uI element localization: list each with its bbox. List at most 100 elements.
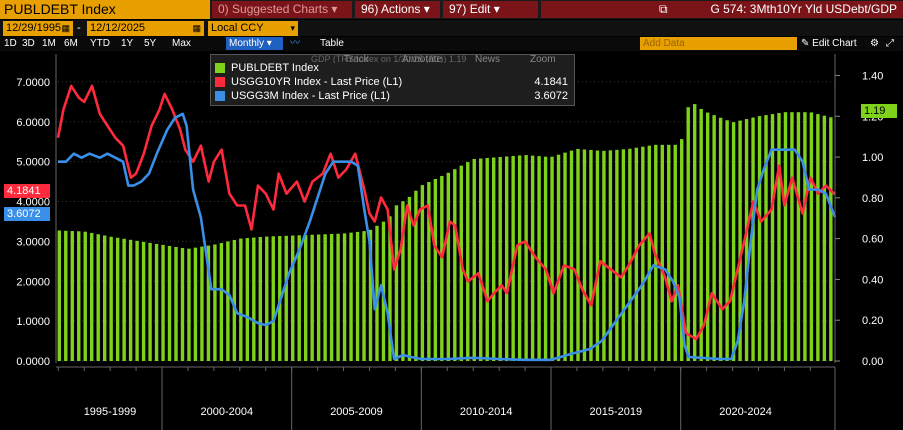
ticker-field[interactable]: PUBLDEBT Index — [0, 0, 210, 19]
debt-bar — [316, 234, 321, 361]
debt-bar — [329, 234, 334, 361]
period-1m[interactable]: 1M — [42, 38, 56, 49]
debt-bar — [239, 238, 243, 361]
tool-news[interactable]: News — [475, 54, 501, 65]
debt-bar — [777, 113, 781, 361]
tool-zoom[interactable]: Zoom — [530, 54, 556, 65]
debt-bar — [219, 242, 224, 361]
x-group-label: 2000-2004 — [201, 406, 254, 418]
debt-bar — [109, 236, 113, 361]
period-1d[interactable]: 1D — [4, 38, 17, 49]
chevron-down-icon: ▾ — [423, 2, 430, 16]
debt-bar — [731, 122, 736, 361]
debt-bar — [291, 235, 295, 361]
tool-annotate[interactable]: Annotate — [402, 54, 443, 65]
calendar-icon[interactable]: ▦ — [61, 23, 70, 33]
debt-bar — [258, 237, 262, 361]
debt-bar — [349, 232, 353, 361]
debt-bar — [647, 145, 652, 361]
debt-bar — [537, 156, 541, 361]
x-axis: 1995-1999 2000-2004 2005-2009 2010-2014 2015… — [56, 366, 836, 430]
calendar-icon[interactable]: ▦ — [192, 23, 201, 33]
left-tick-label: 3.0000 — [16, 236, 50, 248]
period-1y[interactable]: 1Y — [121, 38, 134, 49]
debt-bar — [718, 117, 723, 361]
chart-plot[interactable]: 0.0000 1.0000 2.0000 3.0000 4.0000 5.0000 6.00… — [0, 52, 903, 430]
debt-bar — [641, 146, 645, 361]
debt-bar — [427, 182, 431, 361]
debt-bar — [479, 158, 483, 361]
debt-bar — [174, 246, 178, 361]
left-tick-label: 7.0000 — [16, 77, 50, 89]
legend-name: USGG10YR Index - Last Price (L1) — [231, 76, 403, 88]
period-max[interactable]: Max — [172, 38, 191, 49]
debt-bar — [667, 144, 671, 361]
debt-bar — [783, 112, 788, 362]
chart-type-icon[interactable]: 〰 — [290, 38, 300, 49]
edit-chart-button[interactable]: ✎ Edit Chart — [801, 37, 857, 51]
debt-bar — [725, 120, 729, 361]
left-tick-label: 0.0000 — [16, 356, 50, 368]
suggested-key: 0) — [218, 2, 229, 16]
period-6m[interactable]: 6M — [64, 38, 78, 49]
suggested-charts-button[interactable]: 0) Suggested Charts ▾ — [212, 1, 352, 18]
start-date-field[interactable]: 12/29/1995 ▦ — [3, 21, 73, 36]
expand-icon[interactable]: ⤢ — [886, 38, 894, 49]
debt-bar — [628, 148, 632, 361]
debt-bar — [492, 157, 496, 361]
period-ytd[interactable]: YTD — [90, 38, 110, 49]
x-group-label: 2005-2009 — [330, 406, 383, 418]
debt-bar — [336, 233, 340, 361]
left-red-tag: 4.1841 — [4, 184, 50, 198]
debt-bar — [245, 238, 250, 361]
debt-bar — [680, 139, 684, 361]
chevron-down-icon: ▾ — [493, 2, 500, 16]
end-date-field[interactable]: 12/12/2025 ▦ — [87, 21, 204, 36]
legend-item-debt[interactable]: PUBLDEBT Index — [215, 61, 570, 75]
yield-3m-line — [58, 112, 837, 362]
debt-bar — [517, 155, 522, 361]
legend-item-10yr[interactable]: USGG10YR Index - Last Price (L1) 4.1841 — [215, 75, 570, 89]
debt-bars — [57, 104, 833, 362]
debt-bar — [342, 233, 347, 361]
left-tick-label: 1.0000 — [16, 316, 50, 328]
debt-bar — [310, 234, 314, 361]
popout-icon[interactable]: ⧉ — [659, 2, 668, 16]
currency-select[interactable]: Local CCY ▾ — [208, 21, 298, 36]
add-data-input[interactable]: Add Data — [640, 37, 797, 50]
chart-title: G 574: 3Mth10Yr Yld USDebt/GDP — [710, 2, 897, 16]
debt-bar — [64, 230, 68, 361]
debt-bar — [232, 239, 237, 361]
tool-track[interactable]: Track — [344, 54, 369, 65]
right-tick-label: 0.40 — [862, 274, 883, 286]
debt-bar — [692, 104, 697, 361]
right-tick-label: 0.80 — [862, 193, 883, 205]
right-tick-label: 0.60 — [862, 234, 883, 246]
chevron-down-icon: ▾ — [290, 23, 295, 33]
actions-menu-button[interactable]: 96) Actions ▾ — [355, 1, 440, 18]
debt-bar — [128, 239, 133, 361]
debt-bar — [744, 119, 749, 362]
table-button[interactable]: Table — [320, 38, 344, 49]
debt-bar — [446, 172, 451, 361]
right-tick-label: 1.00 — [862, 152, 883, 164]
legend-box: GDP (TRS Index on 1/30/25 (R1)) 1.19 PUB… — [210, 54, 575, 106]
debt-bar — [757, 116, 762, 361]
debt-bar — [141, 241, 146, 361]
legend-value: 3.6072 — [534, 90, 568, 102]
period-5y[interactable]: 5Y — [144, 38, 157, 49]
debt-bar — [407, 196, 412, 361]
debt-bar — [394, 205, 399, 361]
debt-bar — [200, 246, 204, 361]
period-3d[interactable]: 3D — [22, 38, 35, 49]
legend-item-3m[interactable]: USGG3M Index - Last Price (L1) 3.6072 — [215, 89, 570, 103]
edit-menu-button[interactable]: 97) Edit ▾ — [443, 1, 538, 18]
debt-bar — [550, 156, 554, 361]
debt-bar — [148, 242, 152, 361]
debt-bar — [770, 114, 775, 362]
debt-bar — [790, 112, 794, 362]
debt-bar — [816, 114, 820, 361]
gear-icon[interactable]: ⚙ — [870, 38, 879, 49]
frequency-select[interactable]: Monthly ▾ — [226, 37, 283, 50]
suggested-label: Suggested Charts — [232, 2, 329, 16]
